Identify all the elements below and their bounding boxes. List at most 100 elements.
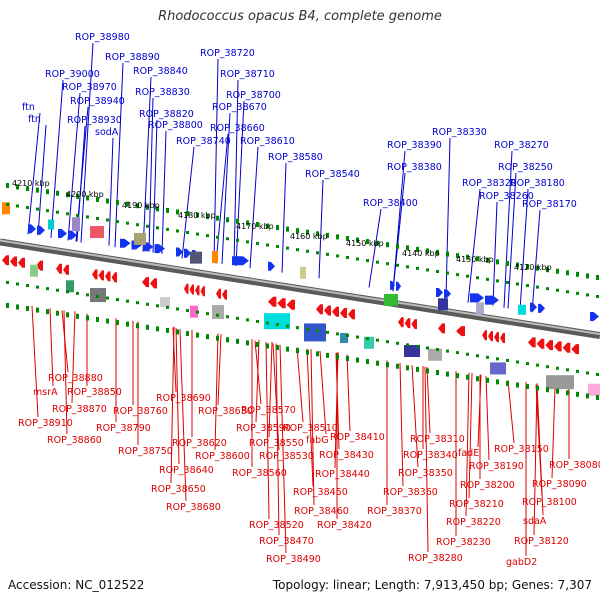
gene-label: ROP_39000 bbox=[45, 69, 100, 80]
tick-mark bbox=[266, 321, 269, 325]
tick-mark bbox=[546, 287, 549, 291]
feature-block bbox=[160, 296, 170, 307]
reverse-gene-arrow bbox=[404, 318, 411, 329]
gene-label: ROP_38080 bbox=[549, 460, 600, 471]
tick-mark bbox=[436, 270, 439, 274]
leader-line bbox=[152, 119, 158, 253]
tick-mark bbox=[186, 309, 189, 313]
leader-line bbox=[507, 172, 517, 309]
tick-mark bbox=[286, 324, 289, 328]
feature-block bbox=[438, 298, 448, 311]
tick-mark bbox=[236, 316, 239, 320]
tick-mark bbox=[146, 224, 149, 228]
reverse-gene-arrow bbox=[500, 333, 505, 343]
tick-mark bbox=[556, 366, 559, 370]
tick-mark bbox=[326, 330, 329, 334]
tick-mark bbox=[106, 218, 109, 222]
tick-mark bbox=[316, 231, 319, 237]
leader-line bbox=[346, 354, 351, 432]
tick-mark bbox=[346, 333, 349, 337]
reverse-gene-arrow bbox=[105, 271, 111, 282]
gene-label: sodA bbox=[95, 127, 119, 138]
leader-line bbox=[31, 305, 39, 418]
tick-mark bbox=[66, 290, 69, 294]
tick-mark bbox=[336, 254, 339, 258]
tick-mark bbox=[396, 243, 399, 249]
tick-mark bbox=[566, 390, 569, 396]
tick-mark bbox=[106, 296, 109, 300]
tick-mark bbox=[246, 220, 249, 226]
leader-line bbox=[310, 348, 315, 506]
reverse-gene-arrow bbox=[10, 256, 17, 267]
feature-block bbox=[340, 333, 348, 344]
tick-mark bbox=[16, 204, 19, 208]
gene-label: ROP_38720 bbox=[200, 48, 255, 59]
reverse-gene-arrow bbox=[268, 296, 277, 307]
feature-block bbox=[190, 251, 202, 264]
gene-label: ROP_38850 bbox=[67, 387, 122, 398]
tick-mark bbox=[256, 341, 259, 347]
leader-line bbox=[465, 372, 470, 517]
tick-mark bbox=[346, 355, 349, 361]
tick-mark bbox=[406, 245, 409, 251]
tick-mark bbox=[456, 253, 459, 259]
tick-mark bbox=[376, 240, 379, 246]
gene-label: ROP_38820 bbox=[139, 109, 194, 120]
tick-mark bbox=[296, 326, 299, 330]
tick-mark bbox=[206, 234, 209, 238]
leader-line bbox=[503, 150, 513, 308]
feature-block bbox=[518, 304, 526, 315]
tick-mark bbox=[476, 276, 479, 280]
tick-mark bbox=[276, 225, 279, 231]
tick-mark bbox=[436, 348, 439, 352]
tick-mark bbox=[366, 259, 369, 263]
gene-label: ROP_38440 bbox=[315, 469, 370, 480]
tick-mark bbox=[466, 254, 469, 260]
forward-gene-arrow bbox=[28, 224, 36, 234]
reverse-gene-arrow bbox=[456, 326, 465, 337]
tick-mark bbox=[146, 204, 149, 210]
tick-mark bbox=[56, 190, 59, 196]
leader-line bbox=[392, 172, 406, 292]
feature-block bbox=[66, 280, 74, 293]
forward-gene-arrow bbox=[485, 295, 499, 305]
gene-label: ROP_38930 bbox=[67, 115, 122, 126]
gene-label: ROP_38380 bbox=[387, 162, 442, 173]
tick-mark bbox=[406, 365, 409, 371]
tick-mark bbox=[196, 232, 199, 236]
reverse-gene-arrow bbox=[98, 270, 104, 281]
tick-mark bbox=[356, 335, 359, 339]
reverse-gene-arrow bbox=[411, 319, 417, 330]
tick-mark bbox=[516, 262, 519, 268]
tick-mark bbox=[396, 341, 399, 345]
tick-mark bbox=[306, 229, 309, 235]
gene-label: ROP_38120 bbox=[514, 536, 569, 547]
summary-text: Topology: linear; Length: 7,913,450 bp; … bbox=[272, 578, 592, 592]
tick-mark bbox=[146, 302, 149, 306]
reverse-gene-arrow bbox=[488, 331, 493, 342]
reverse-gene-arrow bbox=[56, 263, 62, 274]
tick-mark bbox=[496, 259, 499, 265]
forward-gene-arrow bbox=[120, 238, 131, 248]
leader-line bbox=[467, 188, 481, 303]
tick-mark bbox=[36, 187, 39, 193]
kbp-label: 4210 kbp bbox=[12, 179, 50, 188]
tick-mark bbox=[326, 352, 329, 358]
gene-label: ROP_38100 bbox=[522, 497, 577, 508]
tick-mark bbox=[156, 326, 159, 332]
tick-mark bbox=[556, 388, 559, 394]
reverse-gene-arrow bbox=[200, 286, 205, 297]
reverse-gene-arrow bbox=[340, 308, 347, 319]
gene-label: ROP_38910 bbox=[18, 418, 73, 429]
tick-mark bbox=[46, 209, 49, 213]
gene-label: ROP_38450 bbox=[293, 487, 348, 498]
tick-mark bbox=[566, 368, 569, 372]
gene-label: ROP_38710 bbox=[220, 69, 275, 80]
gene-label: ROP_38200 bbox=[460, 480, 515, 491]
forward-gene-arrow bbox=[268, 261, 275, 271]
tick-mark bbox=[516, 382, 519, 388]
tick-mark bbox=[116, 220, 119, 224]
leader-line bbox=[114, 62, 124, 248]
tick-mark bbox=[236, 338, 239, 344]
